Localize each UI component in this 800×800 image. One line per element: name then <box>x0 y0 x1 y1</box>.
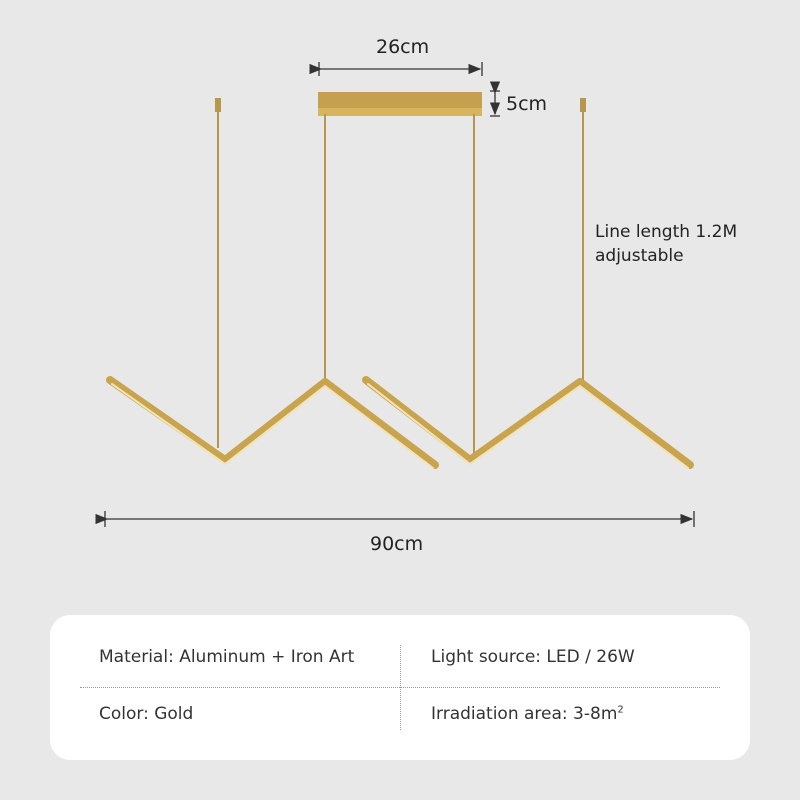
spec-color: Color: Gold <box>99 704 194 724</box>
spec-irradiation-text: Irradiation area: 3-8m <box>431 704 618 724</box>
spec-material: Material: Aluminum + Iron Art <box>99 647 355 667</box>
spec-irradiation-sup: 2 <box>617 704 624 716</box>
line-length-label: Line length 1.2M <box>595 222 738 242</box>
total-width-label: 90cm <box>370 533 424 555</box>
total-width-dimension <box>95 511 695 527</box>
canopy-height-label: 5cm <box>506 93 548 115</box>
column-divider <box>400 645 401 730</box>
canopy-width-label: 26cm <box>376 36 430 58</box>
canopy-height-dimension <box>489 81 501 117</box>
spec-card: Material: Aluminum + Iron Art Light sour… <box>50 615 750 760</box>
spec-light-source: Light source: LED / 26W <box>431 647 635 667</box>
canopy-width-dimension <box>309 62 483 76</box>
suspension-wires <box>217 102 584 455</box>
lamp-bars <box>106 376 694 469</box>
line-adjustable-label: adjustable <box>595 246 684 266</box>
spec-irradiation: Irradiation area: 3-8m2 <box>431 704 624 724</box>
